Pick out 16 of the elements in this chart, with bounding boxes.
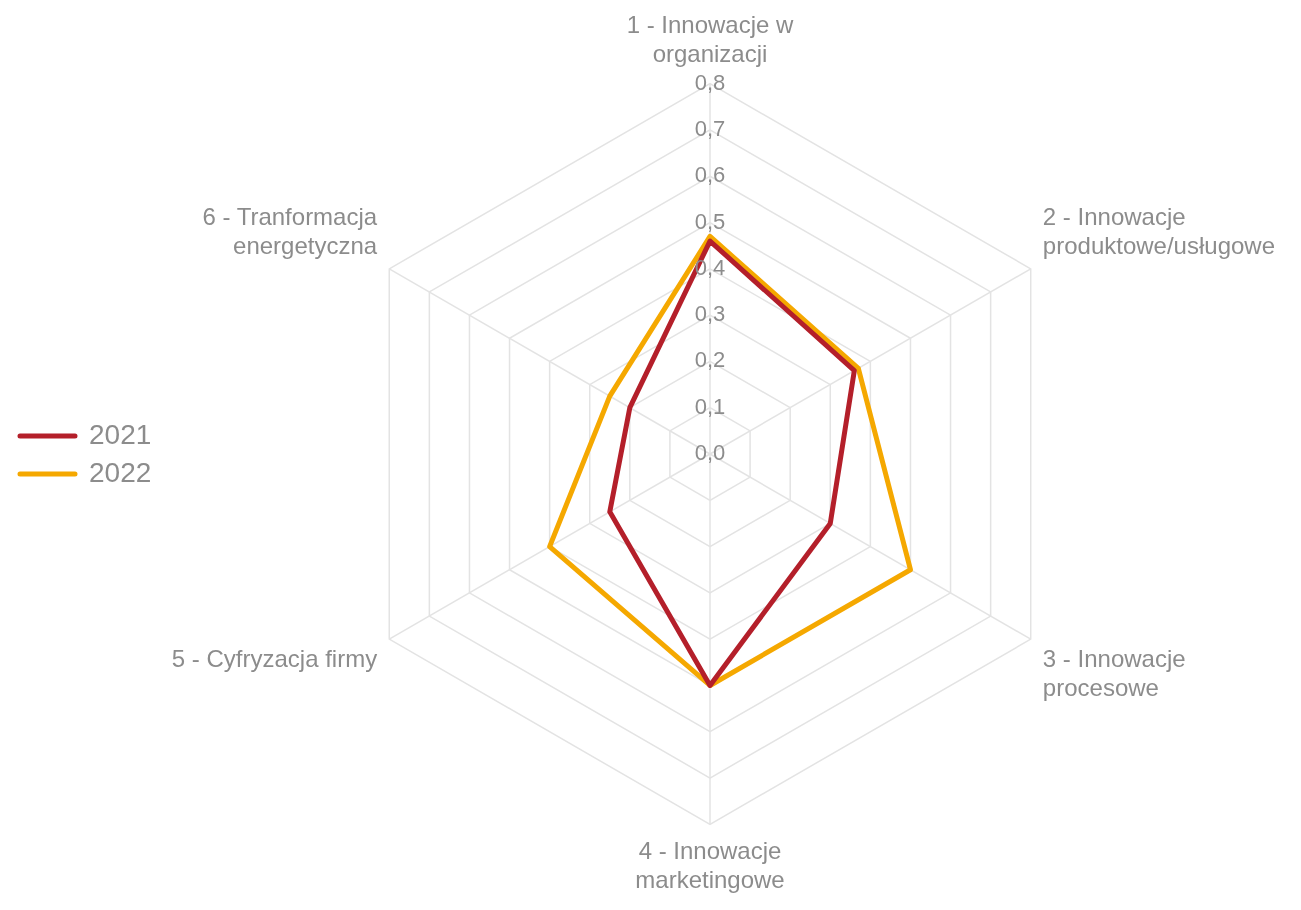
y-tick-label: 0,0 — [694, 440, 726, 466]
y-tick-label: 0,2 — [694, 347, 726, 373]
spoke-label: 2 - Innowacje produktowe/usługowe — [1042, 203, 1276, 260]
legend-label: 2022 — [89, 456, 152, 488]
spoke-label: 5 - Cyfryzacja firmy — [171, 645, 378, 673]
y-tick-label: 0,6 — [694, 162, 726, 188]
y-tick-label: 0,3 — [694, 301, 726, 327]
legend-label: 2021 — [89, 418, 152, 450]
y-tick-label: 0,1 — [694, 393, 726, 419]
spoke-label: 6 - Tranformacja energetyczna — [202, 203, 378, 260]
y-tick-label: 0,8 — [694, 69, 726, 95]
y-tick-label: 0,7 — [694, 116, 726, 142]
spoke-label: 4 - Innowacje marketingowe — [635, 837, 785, 894]
spoke-label: 1 - Innowacje w organizacji — [626, 11, 795, 67]
y-tick-label: 0,5 — [694, 208, 726, 234]
spoke-label: 3 - Innowacje procesowe — [1042, 645, 1186, 701]
